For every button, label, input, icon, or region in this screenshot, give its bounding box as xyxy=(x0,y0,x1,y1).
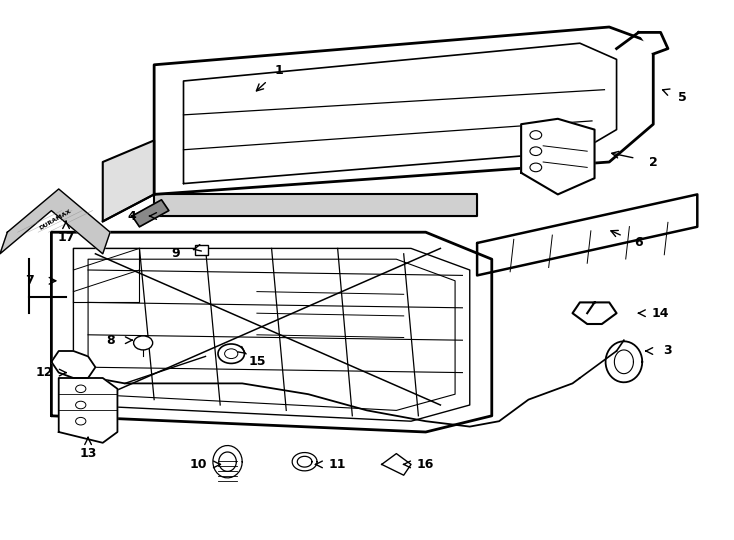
Polygon shape xyxy=(103,140,154,221)
Text: 8: 8 xyxy=(106,334,115,347)
Polygon shape xyxy=(51,232,492,432)
Text: 6: 6 xyxy=(634,237,643,249)
Polygon shape xyxy=(132,200,169,227)
Bar xyxy=(195,245,208,255)
Text: 7: 7 xyxy=(25,274,34,287)
Text: 1: 1 xyxy=(275,64,283,77)
Text: 10: 10 xyxy=(189,458,207,471)
Text: 16: 16 xyxy=(417,458,435,471)
Polygon shape xyxy=(639,32,668,54)
Circle shape xyxy=(218,344,244,363)
Text: 2: 2 xyxy=(649,156,658,168)
Text: 12: 12 xyxy=(35,366,53,379)
Polygon shape xyxy=(154,27,653,194)
Polygon shape xyxy=(477,194,697,275)
Polygon shape xyxy=(184,43,617,184)
Text: 17: 17 xyxy=(57,231,75,244)
Polygon shape xyxy=(59,378,117,443)
Text: DURAMAX: DURAMAX xyxy=(38,208,72,231)
Polygon shape xyxy=(51,351,95,378)
Circle shape xyxy=(134,336,153,350)
Text: 14: 14 xyxy=(652,307,669,320)
Text: 5: 5 xyxy=(678,91,687,104)
Text: 15: 15 xyxy=(248,355,266,368)
Text: 3: 3 xyxy=(664,345,672,357)
Polygon shape xyxy=(154,194,477,216)
Polygon shape xyxy=(382,454,411,475)
Polygon shape xyxy=(521,119,595,194)
Polygon shape xyxy=(0,189,110,254)
Text: 11: 11 xyxy=(329,458,346,471)
Text: 9: 9 xyxy=(172,247,181,260)
Text: 4: 4 xyxy=(128,210,137,222)
Text: 13: 13 xyxy=(79,447,97,460)
